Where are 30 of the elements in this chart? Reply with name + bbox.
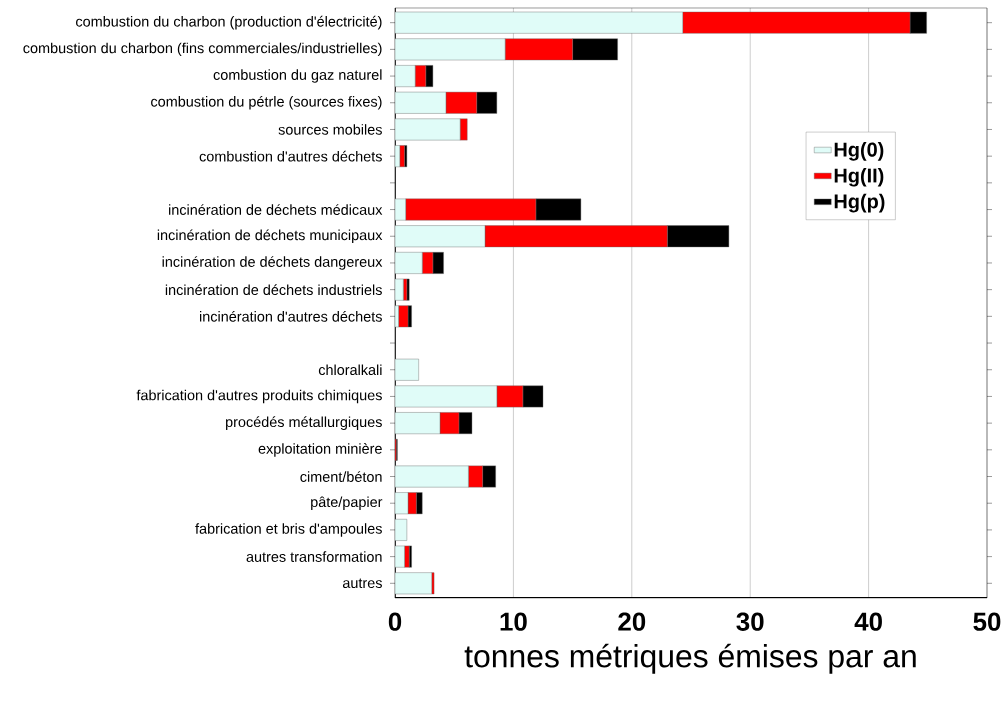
y-tick-label: incinération de déchets industriels <box>165 284 382 296</box>
x-tick-label: 50 <box>973 612 1001 631</box>
x-tick-label: 0 <box>388 612 402 631</box>
x-tick-label: 20 <box>618 612 646 631</box>
y-tick-label: pâte/papier <box>311 496 383 510</box>
y-tick-label: exploitation minière <box>258 443 382 457</box>
y-tick-label: sources mobiles <box>278 124 382 135</box>
y-tick-label: combustion du pétrle (sources fixes) <box>151 95 382 110</box>
y-tick-label: procédés métallurgiques <box>226 416 382 430</box>
y-tick-label: autres transformation <box>246 551 382 562</box>
x-tick-label: 30 <box>736 612 764 631</box>
y-tick-label: autres <box>342 578 382 589</box>
legend-label: Hg(II) <box>834 167 884 187</box>
y-tick-label: fabrication et bris d'ampoules <box>195 523 382 537</box>
y-tick-label: chloralkali <box>318 364 382 376</box>
y-tick-label: combustion du charbon (fins commerciales/industrielles) <box>23 42 382 57</box>
y-tick-label: incinération de déchets médicaux <box>169 204 383 215</box>
y-tick-label: incinération de déchets municipaux <box>157 229 383 244</box>
legend-label: Hg(p) <box>834 193 885 213</box>
y-tick-label: combustion du gaz naturel <box>213 69 382 83</box>
x-axis-title: tonnes métriques émises par an <box>464 643 916 674</box>
y-tick-label: incinération de déchets dangereux <box>162 256 383 270</box>
x-tick-label: 10 <box>500 612 527 631</box>
legend-label: Hg(0) <box>834 142 884 161</box>
y-tick-label: fabrication d'autres produits chimiques <box>136 389 382 404</box>
y-tick-label: combustion du charbon (production d'électricité) <box>76 15 382 30</box>
y-tick-label: incinération d'autres déchets <box>200 310 382 322</box>
x-tick-label: 40 <box>854 612 882 631</box>
y-tick-label: combustion d'autres déchets <box>199 150 382 162</box>
y-tick-label: ciment/béton <box>300 471 382 482</box>
